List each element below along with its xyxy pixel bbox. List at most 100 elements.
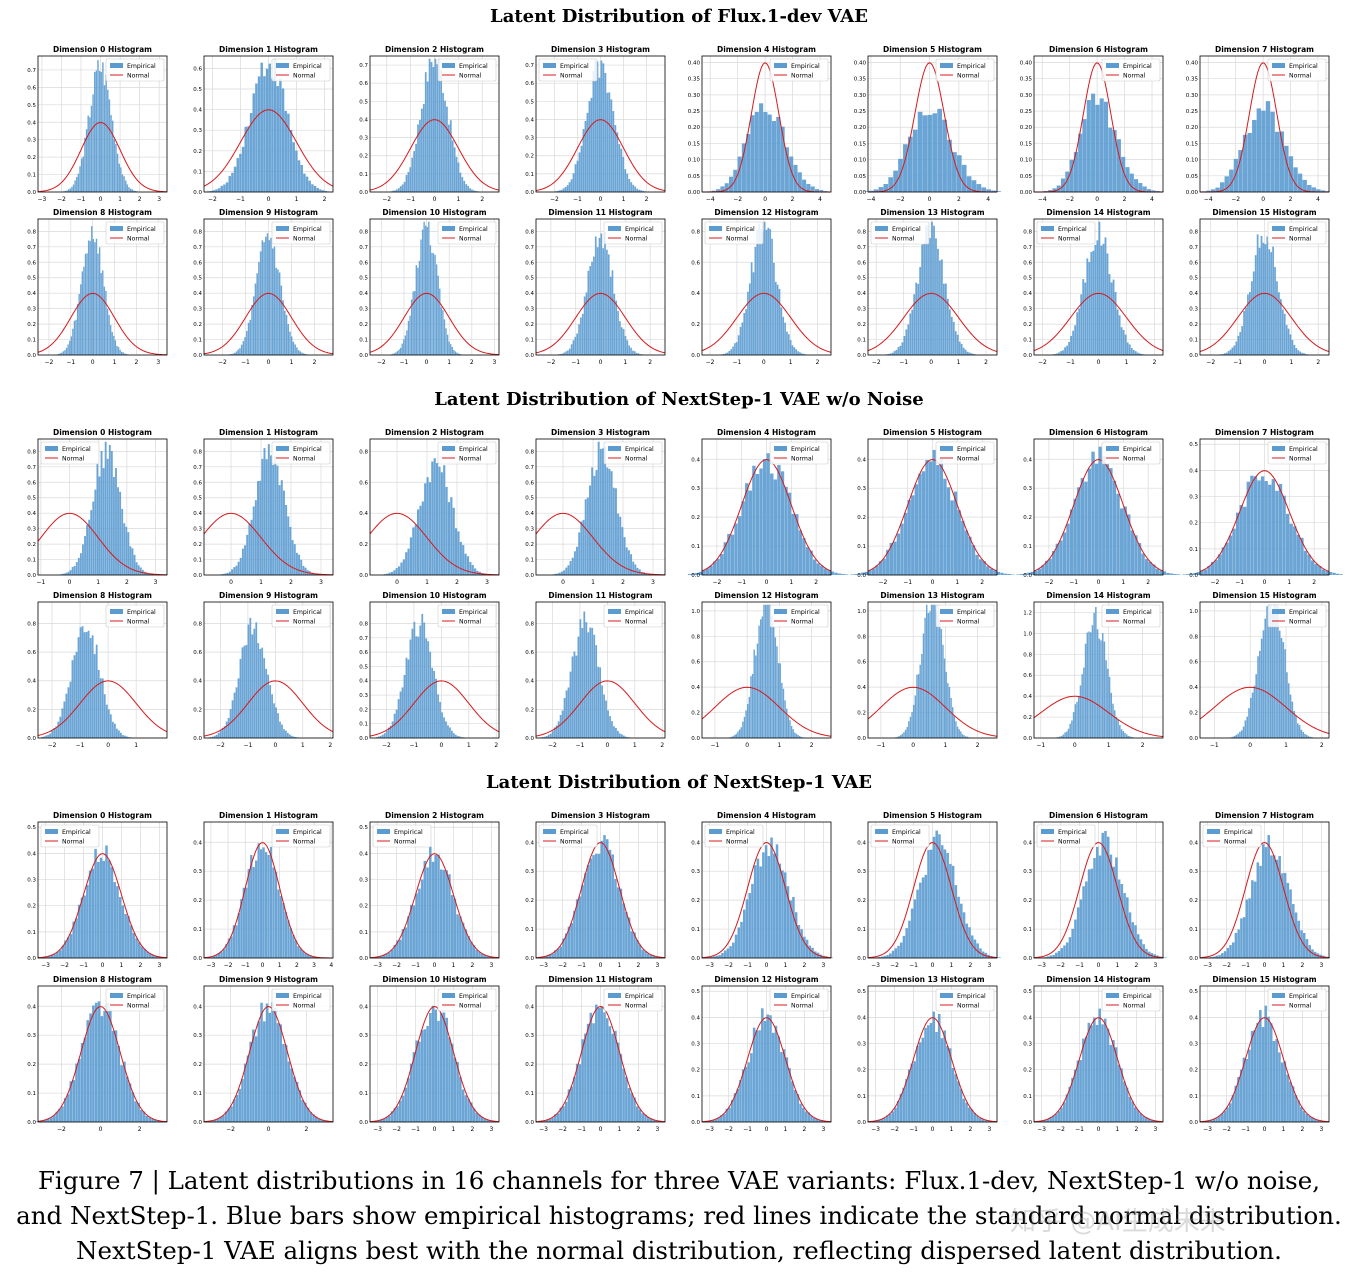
y-tick-label: 0.10 bbox=[1186, 158, 1199, 164]
axes-frame bbox=[369, 601, 500, 739]
y-tick-label: 0.4 bbox=[1189, 468, 1198, 474]
histogram-bar bbox=[159, 1121, 163, 1122]
histogram-bar bbox=[608, 92, 611, 192]
histogram-bar bbox=[1128, 1096, 1132, 1122]
histogram-bar bbox=[265, 668, 268, 738]
histogram-bar bbox=[244, 126, 247, 192]
y-tick-label: 0.2 bbox=[1023, 515, 1032, 521]
histogram-bar bbox=[647, 574, 650, 575]
histogram-bar bbox=[1043, 1119, 1047, 1122]
histogram-bar bbox=[100, 273, 102, 355]
histogram-bar bbox=[1091, 93, 1096, 192]
histogram-bar bbox=[1293, 167, 1298, 192]
x-tick-label: −1 bbox=[737, 579, 746, 586]
histogram-bar bbox=[932, 836, 936, 958]
histogram-bar bbox=[1228, 535, 1233, 575]
y-tick-label: 0.3 bbox=[193, 869, 202, 875]
y-tick-label: 0.3 bbox=[525, 869, 534, 875]
normal-curve bbox=[1033, 1017, 1164, 1123]
histogram-bar bbox=[415, 1040, 418, 1122]
axes-frame bbox=[701, 821, 832, 959]
histogram-bar bbox=[602, 448, 604, 575]
histogram-bar bbox=[794, 912, 798, 958]
y-tick-label: 0.2 bbox=[691, 1068, 700, 1074]
histogram-bar bbox=[723, 542, 728, 575]
histogram-bar bbox=[390, 949, 394, 958]
histogram-bar bbox=[954, 1074, 957, 1122]
histogram-bar bbox=[1112, 1040, 1115, 1122]
histogram-bar bbox=[1299, 351, 1302, 355]
panel-title: Dimension 10 Histogram bbox=[382, 975, 486, 984]
histogram-bar bbox=[1279, 299, 1282, 355]
histogram-bar bbox=[1335, 573, 1340, 575]
histogram-bar bbox=[579, 619, 582, 738]
legend-empirical-swatch bbox=[543, 63, 556, 68]
x-tick-label: 2 bbox=[980, 579, 984, 586]
histogram-bar bbox=[437, 1020, 440, 1122]
histogram-bar bbox=[943, 1030, 946, 1122]
y-tick-label: 0.0 bbox=[691, 1120, 700, 1126]
y-tick-label: 0.5 bbox=[359, 664, 368, 670]
histogram-bar bbox=[1268, 249, 1271, 355]
y-tick-label: 0.6 bbox=[27, 260, 36, 266]
histogram-bar bbox=[1316, 1119, 1319, 1122]
histogram-bar bbox=[548, 1118, 552, 1122]
histogram-bar bbox=[823, 568, 828, 575]
histogram-bar bbox=[393, 1108, 397, 1122]
histogram-bar bbox=[721, 952, 724, 958]
histogram-bar bbox=[747, 291, 749, 355]
histogram-bar bbox=[236, 158, 239, 192]
histogram-bar bbox=[633, 1097, 636, 1122]
histogram-bar bbox=[1041, 1120, 1044, 1122]
y-tick-label: 0.30 bbox=[1186, 93, 1199, 99]
histogram-bar bbox=[154, 956, 157, 958]
histogram-bar bbox=[617, 513, 620, 575]
histogram-bar bbox=[1095, 1025, 1099, 1122]
histogram-bar bbox=[45, 956, 48, 958]
x-tick-label: −2 bbox=[377, 359, 386, 366]
histogram-bar bbox=[445, 1017, 448, 1122]
histogram-bar bbox=[564, 933, 568, 958]
y-tick-label: 0.1 bbox=[691, 927, 700, 933]
histogram-bar bbox=[939, 458, 944, 575]
legend-empirical-label: Empirical bbox=[726, 226, 755, 233]
histogram-bar bbox=[119, 732, 122, 738]
histogram-bar bbox=[1131, 1101, 1134, 1122]
histogram-bar bbox=[745, 309, 747, 355]
histogram-bar bbox=[413, 151, 416, 192]
normal-curve bbox=[37, 1006, 168, 1123]
legend-normal-label: Normal bbox=[293, 236, 316, 243]
histogram-bar bbox=[1098, 446, 1102, 575]
histogram-bar bbox=[919, 267, 922, 355]
histogram-bar bbox=[1196, 572, 1200, 575]
legend-empirical-swatch bbox=[276, 609, 289, 614]
normal-curve bbox=[37, 680, 168, 736]
histogram-bar bbox=[786, 708, 788, 738]
histogram-bar bbox=[1218, 1115, 1221, 1122]
x-tick-label: −2 bbox=[382, 742, 391, 749]
histogram-bar bbox=[393, 570, 396, 575]
histogram-bar bbox=[89, 117, 91, 192]
histogram-bar bbox=[439, 701, 441, 738]
histogram-bar bbox=[1098, 638, 1101, 738]
histogram-bar bbox=[113, 723, 116, 738]
histogram-bar bbox=[939, 618, 941, 738]
histogram-bar bbox=[315, 573, 318, 575]
histogram-bar bbox=[960, 343, 963, 355]
histogram-bar bbox=[237, 561, 240, 575]
histogram-svg: Dimension 8 Histogram−2 0 20.00.10.20.30.4… bbox=[27, 975, 168, 1133]
histogram-bar bbox=[1223, 353, 1226, 355]
histogram-bar bbox=[456, 735, 459, 738]
y-tick-label: 0.8 bbox=[27, 449, 36, 455]
histogram-bar bbox=[1283, 313, 1286, 355]
histogram-bar bbox=[1099, 98, 1104, 192]
histogram-bar bbox=[746, 133, 751, 192]
histogram-bar bbox=[91, 635, 94, 738]
histogram-bar bbox=[131, 1092, 135, 1122]
histogram-bar bbox=[276, 465, 279, 575]
x-tick-label: 3 bbox=[987, 962, 991, 969]
axes-frame bbox=[701, 438, 832, 576]
histogram-bar bbox=[626, 173, 629, 192]
